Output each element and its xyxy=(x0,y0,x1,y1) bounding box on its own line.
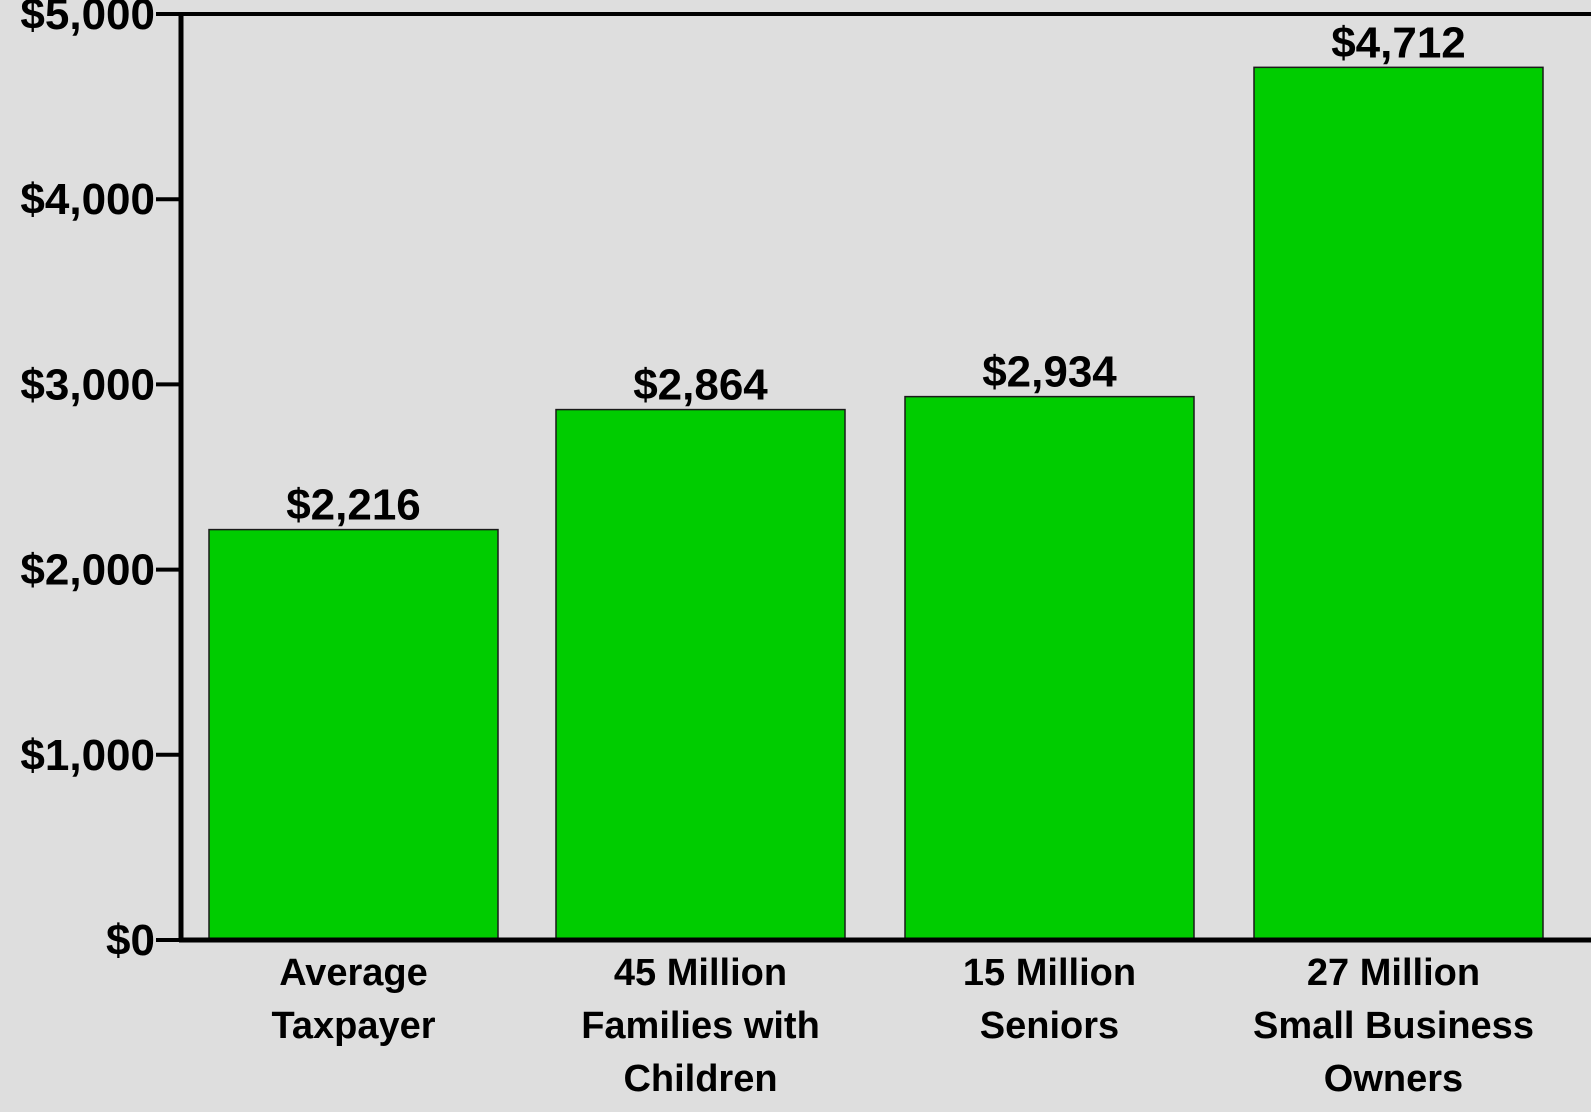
bar xyxy=(555,408,846,941)
x-category-label: 45 Million xyxy=(614,952,787,994)
y-ticks-group: $0 $1,000 $2,000 $3,000 $4,000 $5,000 xyxy=(20,0,181,965)
bar-value-label: $2,216 xyxy=(286,481,421,530)
x-category-label: Average xyxy=(279,952,428,994)
x-category-label: Owners xyxy=(1324,1058,1463,1100)
x-category-label: Small Business xyxy=(1253,1005,1534,1047)
x-category-label: Families with xyxy=(581,1005,820,1047)
x-category-label: Seniors xyxy=(980,1005,1119,1047)
category-labels-group: Average Taxpayer 45 Million Families with Ch… xyxy=(271,952,1533,1100)
bar-value-label: $4,712 xyxy=(1331,18,1466,67)
bar-value-label: $2,864 xyxy=(633,361,768,410)
x-category-label: Children xyxy=(623,1058,777,1100)
y-tick-label: $1,000 xyxy=(20,731,155,780)
y-tick-label: $4,000 xyxy=(20,175,155,224)
y-tick-label: $3,000 xyxy=(20,360,155,409)
y-tick-label: $2,000 xyxy=(20,546,155,595)
bar xyxy=(1253,66,1544,941)
x-category-label: 27 Million xyxy=(1307,952,1480,994)
axes-group xyxy=(178,12,1591,943)
bar-value-label: $2,934 xyxy=(982,348,1117,397)
bar xyxy=(208,528,499,941)
bar xyxy=(904,395,1195,941)
y-tick-label: $5,000 xyxy=(20,0,155,39)
x-category-label: Taxpayer xyxy=(271,1005,435,1047)
data-labels-group: $2,216 $2,864 $2,934 $4,712 xyxy=(286,18,1466,529)
y-tick-label: $0 xyxy=(106,916,155,965)
bars-group xyxy=(208,66,1544,941)
x-category-label: 15 Million xyxy=(963,952,1136,994)
